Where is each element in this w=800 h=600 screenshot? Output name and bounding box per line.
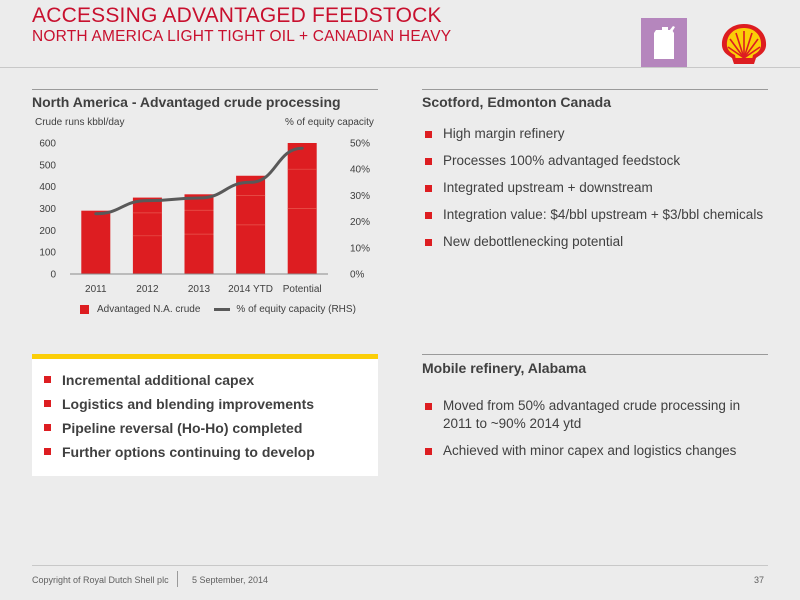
- bullet-marker: [425, 403, 432, 410]
- highlights-bullet-list: Incremental additional capex Logistics a…: [44, 371, 374, 467]
- bullet-marker: [44, 376, 51, 383]
- list-item: Integrated upstream + downstream: [425, 179, 770, 197]
- footer-date: 5 September, 2014: [192, 575, 269, 585]
- y-left-tick-label: 400: [39, 182, 56, 193]
- y-left-tick-label: 200: [39, 226, 56, 237]
- footer-divider: [32, 565, 768, 566]
- bullet-marker: [425, 158, 432, 165]
- chart-line-series: [94, 146, 304, 216]
- bullet-marker: [44, 400, 51, 407]
- y-left-tick-label: 500: [39, 160, 56, 171]
- bullet-marker: [44, 448, 51, 455]
- list-item: Achieved with minor capex and logistics …: [425, 442, 770, 460]
- crude-processing-chart: 0 100 200 300 400 500 600 0% 10% 20% 30% 40% 50% 2011…: [39, 139, 370, 296]
- fuel-can-icon: [641, 18, 687, 67]
- page-number: 37: [754, 575, 765, 585]
- legend-bar-swatch: [80, 305, 89, 314]
- x-tick-label: 2014 YTD: [228, 284, 273, 295]
- list-item: Further options continuing to develop: [44, 443, 374, 461]
- y-right-axis-label: % of equity capacity: [285, 117, 374, 128]
- section-rule-top-left: [32, 89, 378, 90]
- list-item: Moved from 50% advantaged crude processi…: [425, 397, 770, 433]
- x-tick-label: 2012: [136, 284, 159, 295]
- y-right-tick-label: 30%: [350, 191, 370, 202]
- list-item: Logistics and blending improvements: [44, 395, 374, 413]
- y-left-tick-label: 300: [39, 204, 56, 215]
- bullet-marker: [425, 212, 432, 219]
- x-tick-label: Potential: [283, 284, 322, 295]
- y-right-tick-label: 0%: [350, 270, 365, 281]
- bullet-marker: [425, 185, 432, 192]
- section-rule-top-right: [422, 89, 768, 90]
- shell-pecten-logo: [720, 22, 768, 66]
- y-left-tick-label: 0: [50, 270, 56, 281]
- list-item: Incremental additional capex: [44, 371, 374, 389]
- chart-legend: Advantaged N.A. crude % of equity capaci…: [80, 304, 356, 315]
- scotford-heading: Scotford, Edmonton Canada: [422, 94, 611, 110]
- page-subtitle: NORTH AMERICA LIGHT TIGHT OIL + CANADIAN…: [32, 28, 452, 45]
- section-rule-mobile: [422, 354, 768, 355]
- bullet-marker: [44, 424, 51, 431]
- highlights-box: Incremental additional capex Logistics a…: [32, 354, 378, 476]
- y-left-tick-label: 600: [39, 139, 56, 150]
- footer-copyright: Copyright of Royal Dutch Shell plc: [32, 575, 169, 585]
- list-item: New debottlenecking potential: [425, 233, 770, 251]
- y-right-tick-label: 50%: [350, 139, 370, 150]
- y-left-tick-label: 100: [39, 248, 56, 259]
- y-left-axis-label: Crude runs kbbl/day: [35, 117, 125, 128]
- x-tick-label: 2011: [85, 284, 107, 295]
- list-item: High margin refinery: [425, 125, 770, 143]
- y-right-tick-label: 10%: [350, 243, 370, 254]
- y-right-tick-label: 40%: [350, 165, 370, 176]
- legend-line-label: % of equity capacity (RHS): [236, 304, 356, 315]
- header-divider: [0, 67, 800, 68]
- bullet-marker: [425, 448, 432, 455]
- mobile-bullet-list: Moved from 50% advantaged crude processi…: [425, 397, 770, 469]
- x-tick-label: 2013: [188, 284, 211, 295]
- bullet-marker: [425, 239, 432, 246]
- legend-line-swatch: [214, 308, 231, 311]
- bullet-marker: [425, 131, 432, 138]
- mobile-heading: Mobile refinery, Alabama: [422, 360, 587, 376]
- scotford-bullet-list: High margin refinery Processes 100% adva…: [425, 125, 770, 260]
- page-title: ACCESSING ADVANTAGED FEEDSTOCK: [32, 4, 442, 27]
- list-item: Processes 100% advantaged feedstock: [425, 152, 770, 170]
- y-right-tick-label: 20%: [350, 217, 370, 228]
- footer-separator: [177, 571, 178, 587]
- list-item: Pipeline reversal (Ho-Ho) completed: [44, 419, 374, 437]
- chart-bar: [81, 210, 111, 274]
- chart-section-heading: North America - Advantaged crude process…: [32, 94, 341, 110]
- legend-bar-label: Advantaged N.A. crude: [97, 304, 201, 315]
- list-item: Integration value: $4/bbl upstream + $3/…: [425, 206, 770, 224]
